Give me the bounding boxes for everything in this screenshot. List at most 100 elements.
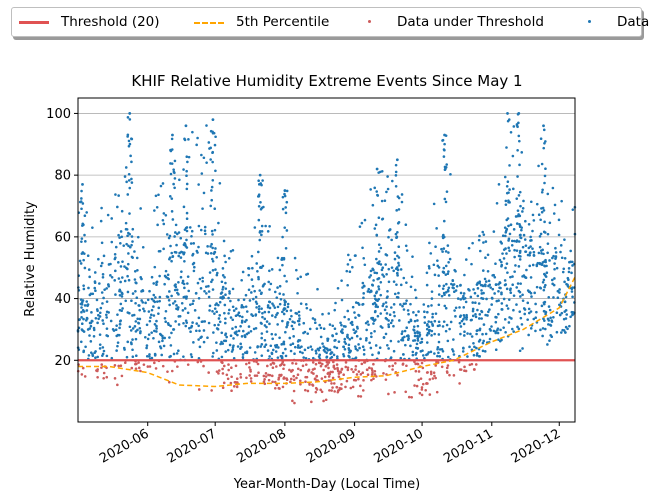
data-point: [117, 261, 120, 264]
data-point: [267, 280, 271, 284]
data-point: [85, 211, 88, 214]
peak-point: [184, 124, 188, 128]
data-point: [183, 307, 187, 310]
data-point: [304, 363, 308, 366]
data-point: [239, 342, 242, 346]
data-point: [442, 219, 446, 223]
data-point: [207, 284, 210, 288]
data-point: [384, 263, 387, 266]
data-point: [548, 323, 552, 327]
data-point: [334, 301, 337, 305]
data-point: [331, 370, 334, 374]
data-point: [348, 258, 352, 262]
data-point: [93, 271, 97, 274]
data-point: [413, 384, 416, 387]
data-point: [210, 198, 214, 202]
data-point: [539, 218, 542, 222]
data-point: [529, 235, 532, 239]
data-point: [285, 280, 288, 283]
data-point: [442, 320, 446, 323]
data-point: [202, 340, 206, 344]
x-axis-label: Year-Month-Day (Local Time): [233, 477, 420, 492]
data-point: [291, 320, 294, 323]
data-point: [186, 275, 190, 278]
data-point: [102, 254, 106, 258]
data-point: [134, 301, 137, 305]
data-point: [389, 306, 393, 309]
data-point: [253, 226, 257, 229]
data-point: [256, 269, 259, 273]
data-point: [180, 270, 183, 273]
data-point: [271, 337, 274, 341]
data-point: [425, 327, 429, 331]
data-point: [221, 267, 225, 270]
data-point: [452, 353, 456, 356]
data-point: [380, 268, 384, 272]
data-point: [462, 346, 465, 350]
data-point: [275, 383, 279, 387]
data-point: [444, 200, 448, 204]
data-point: [266, 364, 269, 368]
data-point: [217, 317, 221, 320]
data-point: [81, 308, 85, 312]
data-point: [311, 368, 315, 371]
data-point: [518, 349, 522, 353]
data-point: [505, 146, 508, 149]
data-point: [324, 398, 328, 402]
data-point: [82, 287, 86, 291]
data-point: [296, 373, 300, 377]
data-point: [463, 369, 466, 373]
data-point: [412, 311, 415, 314]
data-point: [161, 182, 165, 185]
data-point: [418, 331, 421, 334]
data-point: [247, 325, 251, 328]
data-point: [213, 312, 216, 315]
data-point: [505, 287, 509, 291]
data-point: [80, 328, 84, 331]
data-point: [98, 311, 102, 315]
data-point: [156, 223, 159, 227]
data-point: [521, 245, 525, 249]
data-point: [559, 250, 562, 254]
data-point: [349, 321, 353, 325]
data-point: [537, 164, 540, 168]
data-point: [534, 316, 538, 320]
data-point: [315, 375, 319, 378]
data-point: [139, 207, 142, 210]
data-point: [333, 327, 337, 331]
data-point: [541, 327, 545, 330]
data-point: [415, 342, 419, 346]
data-point: [526, 289, 530, 292]
data-point: [500, 260, 503, 264]
data-point: [445, 282, 448, 286]
data-point: [234, 364, 238, 368]
data-point: [284, 347, 287, 351]
data-point: [551, 256, 554, 260]
data-point: [295, 268, 298, 272]
data-point: [343, 315, 346, 319]
data-point: [141, 245, 145, 249]
data-point: [517, 213, 520, 216]
data-point: [90, 311, 93, 314]
data-point: [220, 331, 224, 335]
data-point: [265, 320, 269, 323]
data-point: [498, 258, 502, 262]
data-point: [343, 337, 347, 341]
data-point: [207, 141, 211, 144]
data-point: [97, 257, 100, 261]
data-point: [437, 274, 440, 277]
data-point: [274, 315, 277, 319]
data-point: [209, 251, 213, 255]
data-point: [558, 288, 561, 291]
data-point: [542, 317, 545, 321]
data-point: [278, 336, 281, 340]
data-point: [520, 228, 523, 232]
data-point: [397, 220, 401, 224]
data-point: [463, 334, 466, 337]
data-point: [172, 352, 176, 356]
data-point: [193, 265, 196, 269]
data-point: [555, 311, 559, 315]
data-point: [379, 293, 383, 297]
data-point: [366, 373, 370, 377]
data-point: [102, 349, 106, 353]
